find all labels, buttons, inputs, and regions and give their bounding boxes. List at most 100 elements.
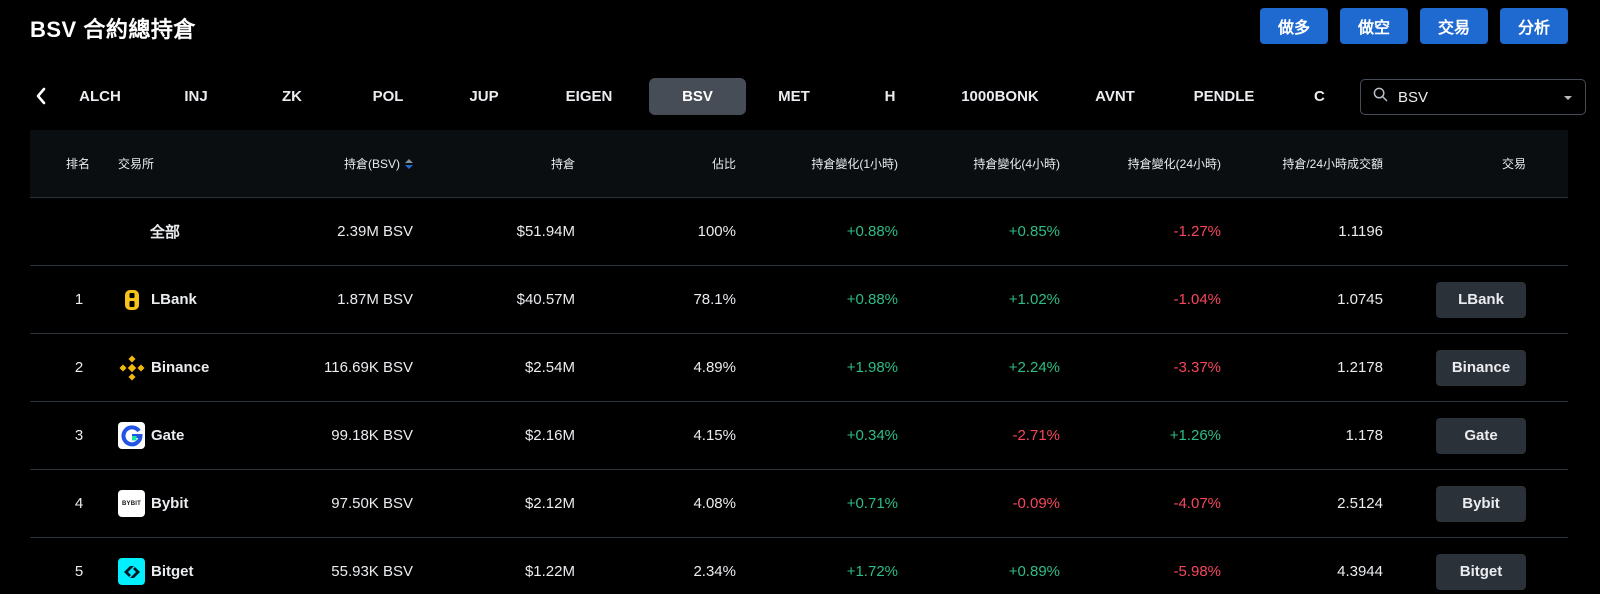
change-24h: -1.04% [1173, 291, 1221, 308]
table-row: 3 Gate 99.18K BSV $2.16M 4.15% +0.34% -2… [30, 402, 1568, 470]
table-row: 4 BYBIT Bybit 97.50K BSV $2.12M 4.08% +0… [30, 470, 1568, 538]
tab-h[interactable]: H [884, 88, 896, 105]
change-24h: -1.27% [1173, 223, 1221, 240]
change-4h: -0.09% [1012, 495, 1060, 512]
share: 4.15% [693, 427, 736, 444]
trade-cell: Binance [1436, 334, 1526, 401]
tab-bsv[interactable]: BSV [649, 78, 746, 115]
analysis-button[interactable]: 分析 [1500, 8, 1568, 44]
tab-jup[interactable]: JUP [469, 88, 499, 105]
trade-button[interactable]: 交易 [1420, 8, 1488, 44]
tab-inj[interactable]: INJ [184, 88, 208, 105]
short-button[interactable]: 做空 [1340, 8, 1408, 44]
oi-volume-ratio: 1.0745 [1337, 291, 1383, 308]
oi-volume-ratio: 4.3944 [1337, 563, 1383, 580]
header-change-24h: 持倉變化(24小時) [1127, 157, 1221, 171]
change-1h: +1.98% [846, 359, 898, 376]
tab-pol[interactable]: POL [372, 88, 404, 105]
header-rank: 排名 [66, 157, 91, 171]
tab-alch[interactable]: ALCH [79, 88, 121, 105]
header-oi-usd: 持倉 [550, 157, 575, 171]
change-4h: +0.89% [1008, 563, 1060, 580]
tab-zk[interactable]: ZK [282, 88, 302, 105]
tab-avnt[interactable]: AVNT [1095, 88, 1135, 105]
tab-met[interactable]: MET [778, 88, 810, 105]
trade-button-binance[interactable]: Binance [1436, 349, 1526, 386]
oi-usd: $1.22M [524, 563, 575, 580]
oi-usd: $2.12M [524, 495, 575, 512]
bybit-logo-text: BYBIT [122, 500, 141, 507]
header-oi-volume-ratio: 持倉/24小時成交額 [1282, 157, 1383, 171]
tab-eigen[interactable]: EIGEN [565, 88, 613, 105]
binance-logo-icon [118, 354, 145, 381]
exchange-name: Gate [151, 427, 185, 444]
search-input[interactable] [1398, 88, 1548, 106]
oi-usd: $51.94M [516, 223, 575, 240]
share: 100% [697, 223, 736, 240]
trade-button-gate[interactable]: Gate [1436, 417, 1526, 454]
change-1h: +1.72% [846, 563, 898, 580]
tab-1000bonk[interactable]: 1000BONK [961, 88, 1039, 105]
header-exchange: 交易所 [118, 157, 155, 171]
symbol-tabs: ALCH INJ ZK POL JUP EIGEN BSV MET H 1000… [52, 78, 1352, 116]
exchange-name: 全部 [150, 224, 181, 241]
share: 4.08% [693, 495, 736, 512]
lbank-logo-icon [118, 286, 145, 313]
exchange-cell: Bitget [118, 538, 194, 594]
change-1h: +0.34% [846, 427, 898, 444]
change-4h: +1.02% [1008, 291, 1060, 308]
caret-down-icon[interactable] [1563, 88, 1573, 106]
share: 78.1% [693, 291, 736, 308]
rank: 5 [74, 563, 84, 580]
symbol-tab-bar: ALCH INJ ZK POL JUP EIGEN BSV MET H 1000… [0, 78, 1600, 116]
exchange-name: Binance [151, 359, 210, 376]
tab-partial[interactable]: C [1314, 88, 1325, 105]
rank: 4 [74, 495, 84, 512]
trade-cell: Bybit [1436, 470, 1526, 537]
action-buttons: 做多 做空 交易 分析 [1260, 8, 1568, 44]
rank: 3 [74, 427, 84, 444]
change-1h: +0.88% [846, 223, 898, 240]
bybit-logo-icon: BYBIT [118, 490, 145, 517]
oi-usd: $2.54M [524, 359, 575, 376]
oi-coin: 97.50K BSV [331, 495, 413, 512]
header-trade: 交易 [1501, 157, 1526, 171]
sort-icon[interactable] [405, 158, 413, 169]
change-1h: +0.71% [846, 495, 898, 512]
change-24h: -4.07% [1173, 495, 1221, 512]
trade-button-bybit[interactable]: Bybit [1436, 485, 1526, 522]
rank: 2 [74, 359, 84, 376]
gate-logo-icon [118, 422, 145, 449]
trade-button-lbank[interactable]: LBank [1436, 281, 1526, 318]
exchange-name: Bitget [151, 563, 194, 580]
table-row: 2 Binance 116.69K BSV $2.54M 4.89% +1.98… [30, 334, 1568, 402]
page-title: BSV 合約總持倉 [30, 17, 196, 42]
table-header: 排名 交易所 持倉(BSV) 持倉 佔比 持倉變化(1小時) 持倉變化(4小時)… [30, 130, 1568, 198]
trade-button-bitget[interactable]: Bitget [1436, 553, 1526, 590]
header-share: 佔比 [711, 157, 736, 171]
change-4h: +0.85% [1008, 223, 1060, 240]
change-24h: +1.26% [1169, 427, 1221, 444]
share: 4.89% [693, 359, 736, 376]
oi-coin: 2.39M BSV [337, 223, 413, 240]
trade-cell: Bitget [1436, 538, 1526, 594]
exchange-cell: LBank [118, 266, 197, 333]
trade-cell: LBank [1436, 266, 1526, 333]
exchange-cell: Binance [118, 334, 209, 401]
oi-volume-ratio: 1.1196 [1338, 223, 1383, 240]
tab-pendle[interactable]: PENDLE [1193, 88, 1255, 105]
oi-coin: 99.18K BSV [331, 427, 413, 444]
table-row-total: 全部 2.39M BSV $51.94M 100% +0.88% +0.85% … [30, 198, 1568, 266]
exchange-name: LBank [151, 291, 197, 308]
oi-coin: 1.87M BSV [337, 291, 413, 308]
change-4h: -2.71% [1012, 427, 1060, 444]
long-button[interactable]: 做多 [1260, 8, 1328, 44]
trade-cell: Gate [1436, 402, 1526, 469]
header-change-4h: 持倉變化(4小時) [973, 157, 1060, 171]
header-oi-coin[interactable]: 持倉(BSV) [290, 130, 413, 197]
oi-usd: $40.57M [516, 291, 575, 308]
chevron-left-icon[interactable] [30, 84, 52, 108]
rank: 1 [74, 291, 84, 308]
change-1h: +0.88% [846, 291, 898, 308]
symbol-search[interactable] [1360, 79, 1586, 115]
